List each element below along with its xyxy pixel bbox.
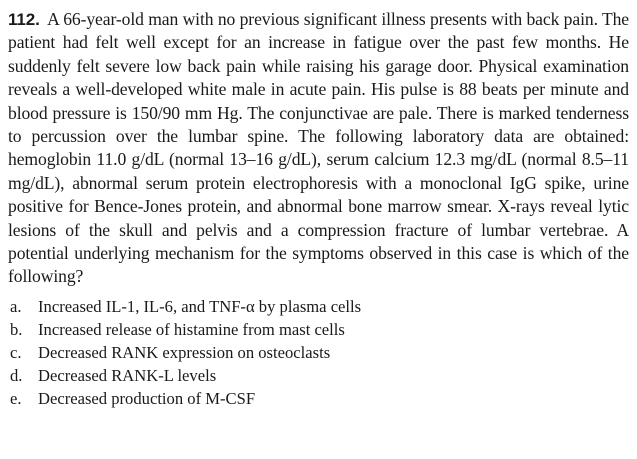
option-letter: d. <box>10 366 23 386</box>
option-text: Increased IL-1, IL-6, and TNF-α by plasm… <box>38 296 362 316</box>
answer-option-e[interactable]: e. Decreased production of M-CSF <box>8 387 629 410</box>
option-letter: c. <box>10 343 22 363</box>
answer-option-d[interactable]: d. Decreased RANK-L levels <box>8 364 629 387</box>
answer-options: a. Increased IL-1, IL-6, and TNF-α by pl… <box>8 295 629 410</box>
answer-option-a[interactable]: a. Increased IL-1, IL-6, and TNF-α by pl… <box>8 295 629 318</box>
option-text: Decreased RANK expression on osteoclasts <box>38 343 331 363</box>
option-letter: e. <box>10 389 22 409</box>
question-number: 112. <box>8 10 40 29</box>
option-letter: a. <box>10 296 22 316</box>
question-page: 112. A 66-year-old man with no previous … <box>8 8 629 410</box>
option-text: Decreased production of M-CSF <box>38 389 256 409</box>
option-text: Increased release of histamine from mast… <box>38 319 345 339</box>
answer-option-b[interactable]: b. Increased release of histamine from m… <box>8 318 629 341</box>
option-text: Decreased RANK-L levels <box>38 366 217 386</box>
question-stem: 112. A 66-year-old man with no previous … <box>8 8 629 289</box>
answer-option-c[interactable]: c. Decreased RANK expression on osteocla… <box>8 341 629 364</box>
question-text: A 66-year-old man with no previous signi… <box>8 9 629 287</box>
option-letter: b. <box>10 319 23 339</box>
